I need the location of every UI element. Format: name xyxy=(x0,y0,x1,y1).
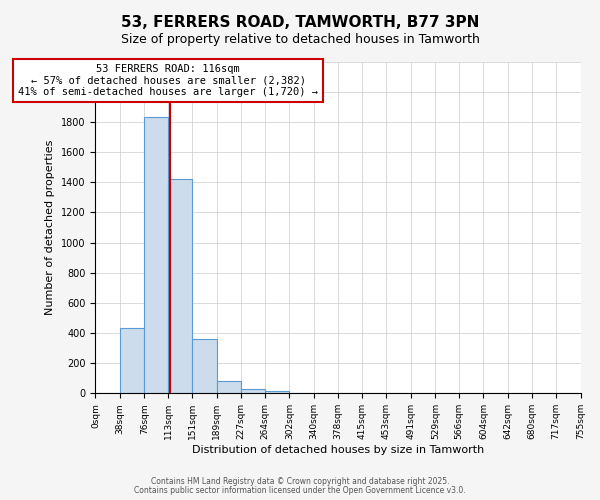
Bar xyxy=(241,389,265,394)
Text: Contains HM Land Registry data © Crown copyright and database right 2025.: Contains HM Land Registry data © Crown c… xyxy=(151,477,449,486)
Bar xyxy=(265,391,289,394)
Text: Size of property relative to detached houses in Tamworth: Size of property relative to detached ho… xyxy=(121,32,479,46)
Text: 53, FERRERS ROAD, TAMWORTH, B77 3PN: 53, FERRERS ROAD, TAMWORTH, B77 3PN xyxy=(121,15,479,30)
Bar xyxy=(168,179,193,394)
X-axis label: Distribution of detached houses by size in Tamworth: Distribution of detached houses by size … xyxy=(192,445,484,455)
Text: Contains public sector information licensed under the Open Government Licence v3: Contains public sector information licen… xyxy=(134,486,466,495)
Bar xyxy=(217,382,241,394)
Y-axis label: Number of detached properties: Number of detached properties xyxy=(46,140,55,315)
Bar xyxy=(289,392,314,394)
Bar xyxy=(144,118,168,394)
Bar xyxy=(193,339,217,394)
Bar xyxy=(120,328,144,394)
Text: 53 FERRERS ROAD: 116sqm
← 57% of detached houses are smaller (2,382)
41% of semi: 53 FERRERS ROAD: 116sqm ← 57% of detache… xyxy=(18,64,318,97)
